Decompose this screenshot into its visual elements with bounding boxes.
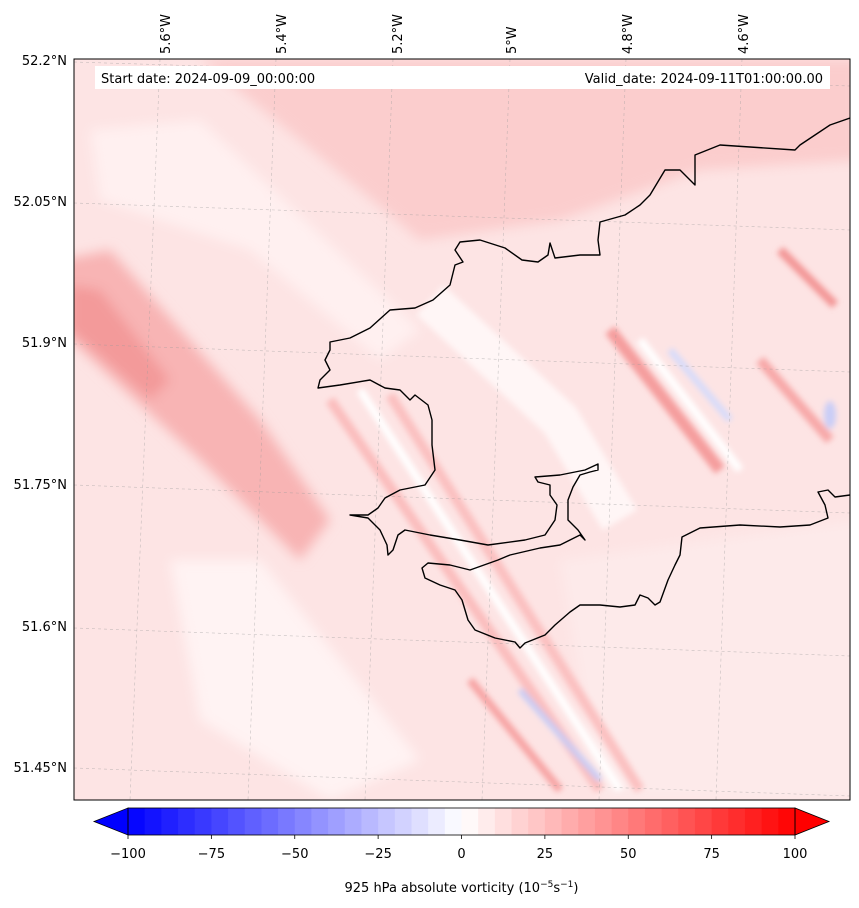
colorbar-segment xyxy=(528,808,546,835)
latitude-labels: 52.2°N 52.05°N 51.9°N 51.75°N 51.6°N 51.… xyxy=(14,54,67,776)
colorbar-segment xyxy=(511,808,529,835)
colorbar-segment xyxy=(594,808,613,835)
colorbar-tick-label: 50 xyxy=(620,847,637,862)
coastline xyxy=(317,117,850,649)
lon-label-4p6w: 4.6°W xyxy=(737,14,752,54)
colorbar-segment xyxy=(744,808,763,835)
colorbar-segment xyxy=(394,808,413,835)
colorbar-segment xyxy=(478,808,496,835)
lon-label-5p4w: 5.4°W xyxy=(275,14,290,54)
colorbar-segments xyxy=(128,808,796,835)
colorbar-segment xyxy=(761,808,779,835)
colorbar-segment xyxy=(211,808,229,835)
colorbar: −100 −75 −50 −25 0 25 50 75 100 925 hPa absolute… xyxy=(92,807,831,896)
map-frame xyxy=(73,58,851,801)
lat-label-51p75n: 51.75°N xyxy=(14,478,67,493)
colorbar-segment xyxy=(728,808,746,835)
colorbar-segment xyxy=(344,808,363,835)
colorbar-segment xyxy=(694,808,713,835)
field-streak-3 xyxy=(385,392,645,793)
colorbar-label: 925 hPa absolute vorticity (10−5s−1) xyxy=(345,880,579,896)
lat-label-52p05n: 52.05°N xyxy=(14,195,67,210)
colorbar-segment xyxy=(711,808,729,835)
colorbar-segment xyxy=(328,808,346,835)
colorbar-segment xyxy=(144,808,162,835)
lat-label-52p2n: 52.2°N xyxy=(22,54,67,69)
lat-label-51p45n: 51.45°N xyxy=(14,761,67,776)
colorbar-segment xyxy=(611,808,629,835)
colorbar-tick-label: 75 xyxy=(703,847,720,862)
colorbar-segment xyxy=(494,808,513,835)
field-streak-6 xyxy=(636,337,744,473)
colorbar-segment xyxy=(544,808,563,835)
field-band-light-south xyxy=(170,560,420,800)
colorbar-segment xyxy=(428,808,446,835)
field-band-upper-medium xyxy=(200,59,850,240)
colorbar-segment xyxy=(294,808,313,835)
colorbar-extend-low xyxy=(92,807,129,836)
lon-label-5p6w: 5.6°W xyxy=(159,14,174,54)
colorbar-segment xyxy=(228,808,246,835)
colorbar-segment xyxy=(778,808,796,835)
field-streak-4 xyxy=(466,677,564,793)
colorbar-segment xyxy=(244,808,263,835)
colorbar-segment xyxy=(378,808,396,835)
field-streak-blue-2 xyxy=(667,347,733,423)
colorbar-tick-label: 25 xyxy=(537,847,554,862)
field-streak-2 xyxy=(356,387,624,793)
field-blue-patch xyxy=(824,401,836,429)
colorbar-segment xyxy=(661,808,679,835)
coastline-north xyxy=(317,117,850,649)
colorbar-segment xyxy=(278,808,296,835)
colorbar-segment xyxy=(461,808,479,835)
colorbar-segment xyxy=(128,808,146,835)
colorbar-segment xyxy=(261,808,279,835)
colorbar-ticks: −100 −75 −50 −25 0 25 50 75 100 xyxy=(110,835,807,862)
colorbar-segment xyxy=(194,808,212,835)
colorbar-segment xyxy=(161,808,179,835)
colorbar-extend-high xyxy=(794,807,831,836)
colorbar-segment xyxy=(678,808,696,835)
colorbar-tick-label: −50 xyxy=(281,847,308,862)
colorbar-tick-label: −75 xyxy=(198,847,225,862)
field-streak-8 xyxy=(776,246,839,309)
colorbar-tick-label: 100 xyxy=(783,847,808,862)
colorbar-segment xyxy=(311,808,329,835)
colorbar-segment xyxy=(444,808,463,835)
field-streak-7 xyxy=(756,356,834,444)
longitude-labels: 5.6°W 5.4°W 5.2°W 5°W 4.8°W 4.6°W xyxy=(159,14,752,54)
lon-label-5p2w: 5.2°W xyxy=(391,14,406,54)
start-date-label: Start date: 2024-09-09_00:00:00 xyxy=(101,72,315,87)
field-band-western-strong xyxy=(74,250,330,560)
field-band-southeast-pale xyxy=(560,521,850,800)
colorbar-tick-label: 0 xyxy=(457,847,465,862)
gridlines xyxy=(74,59,850,800)
colorbar-segment xyxy=(628,808,646,835)
colorbar-tick-label: −25 xyxy=(364,847,391,862)
colorbar-segment xyxy=(644,808,663,835)
field-band-light-northwest xyxy=(90,120,420,360)
lat-label-51p6n: 51.6°N xyxy=(22,620,67,635)
field-streak-blue-1 xyxy=(517,688,603,782)
lon-label-5w: 5°W xyxy=(505,26,520,54)
colorbar-segment xyxy=(578,808,596,835)
colorbar-tick-label: −100 xyxy=(110,847,146,862)
colorbar-segment xyxy=(561,808,579,835)
map-area xyxy=(74,59,850,800)
field-streak-5 xyxy=(605,326,725,474)
lat-label-51p9n: 51.9°N xyxy=(22,336,67,351)
valid-date-label: Valid_date: 2024-09-11T01:00:00.00 xyxy=(585,72,823,87)
colorbar-segment xyxy=(411,808,429,835)
field-light-belt xyxy=(416,285,638,531)
info-box xyxy=(95,66,830,89)
lon-label-4p8w: 4.8°W xyxy=(621,14,636,54)
field-band-western-core xyxy=(74,285,170,400)
colorbar-segment xyxy=(178,808,196,835)
colorbar-segment xyxy=(361,808,379,835)
